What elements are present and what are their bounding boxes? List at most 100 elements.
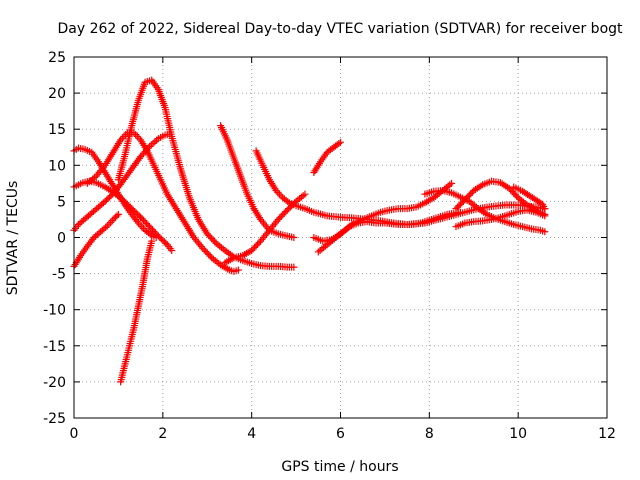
x-axis-title: GPS time / hours [281,459,398,475]
plot-frame [73,56,608,419]
data-point [203,249,211,257]
data-point [148,226,156,234]
x-tick-label: 0 [70,426,79,442]
x-tick-label: 10 [509,426,527,442]
y-tick-label: -15 [43,339,66,355]
y-tick-label: -5 [52,267,66,283]
data-points [70,76,549,386]
data-point [137,153,145,161]
data-point [276,214,284,222]
data-point [279,211,287,219]
series-arc-17 [510,183,549,213]
data-point [459,197,467,205]
data-point [508,188,516,196]
data-point [280,209,288,217]
data-point [114,210,122,218]
data-point [284,198,292,206]
data-point [113,212,121,220]
data-point [209,236,217,244]
data-point [337,138,344,146]
data-point [205,251,213,259]
y-tick-label: -25 [43,411,66,427]
data-point [511,191,519,199]
y-axis-title: SDTVAR / TECUs [5,181,21,296]
data-point [140,216,148,224]
data-point [248,246,256,254]
data-point [513,192,521,200]
data-point [152,234,160,241]
series-arc-11 [310,138,344,177]
data-point [249,245,257,253]
x-tick-label: 6 [336,426,345,442]
data-point [465,191,473,199]
data-point [252,242,260,250]
data-point [301,190,309,198]
data-point [137,213,145,221]
series-arc-13 [310,201,549,245]
y-tick-label: -20 [43,375,66,391]
data-point [464,193,472,201]
chart-title: Day 262 of 2022, Sidereal Day-to-day VTE… [57,21,623,37]
data-point [203,230,211,238]
data-point [505,184,513,192]
series-arc-16 [452,177,549,218]
data-point [254,240,262,248]
data-point [277,212,285,220]
data-point [448,179,456,187]
data-point [211,238,219,246]
data-point [144,221,152,229]
data-point [205,231,213,239]
data-point [138,215,146,223]
data-point [147,224,155,232]
series-arc-12 [314,179,456,256]
series-arc-4 [117,237,156,386]
data-point [206,252,214,260]
data-point [282,208,290,216]
y-tick-label: -10 [43,303,66,319]
data-point [290,234,298,241]
data-point [151,229,159,237]
data-point [507,186,515,194]
data-point [146,223,154,231]
y-tick-label: 25 [48,50,66,66]
data-point [143,220,151,228]
x-tick-label: 2 [158,426,167,442]
data-point [141,218,149,226]
y-tick-label: 20 [48,86,66,102]
data-point [138,151,146,159]
series-arc-2 [70,130,173,234]
tick-labels: 0 2 4 6 8 10 12 -25 -20 -15 -10 -5 0 5 10 15 20 25 [43,50,616,442]
data-point [467,190,475,198]
data-point [168,246,176,254]
x-tick-label: 12 [598,426,616,442]
data-point [510,189,518,197]
series-arc-3 [70,210,122,270]
data-point [133,217,141,225]
data-point [335,139,343,147]
data-point [200,246,208,254]
data-point [541,228,549,236]
data-point [102,223,110,231]
data-point [541,205,549,213]
data-point [199,244,207,252]
data-point [274,215,282,223]
series-arc-6 [83,129,242,275]
data-point [255,239,263,247]
data-point [162,239,170,247]
y-tick-label: 15 [48,122,66,138]
data-point [290,263,298,271]
data-point [208,235,216,243]
x-tick-label: 4 [247,426,256,442]
data-point [462,194,470,202]
y-tick-label: 0 [57,231,66,247]
data-point [89,235,97,243]
data-point [202,247,210,255]
data-point [146,230,154,238]
data-point [234,266,242,274]
data-point [461,196,469,204]
x-tick-label: 8 [425,426,434,442]
y-tick-label: 5 [57,194,66,210]
data-point [251,243,259,251]
data-point [206,233,214,241]
